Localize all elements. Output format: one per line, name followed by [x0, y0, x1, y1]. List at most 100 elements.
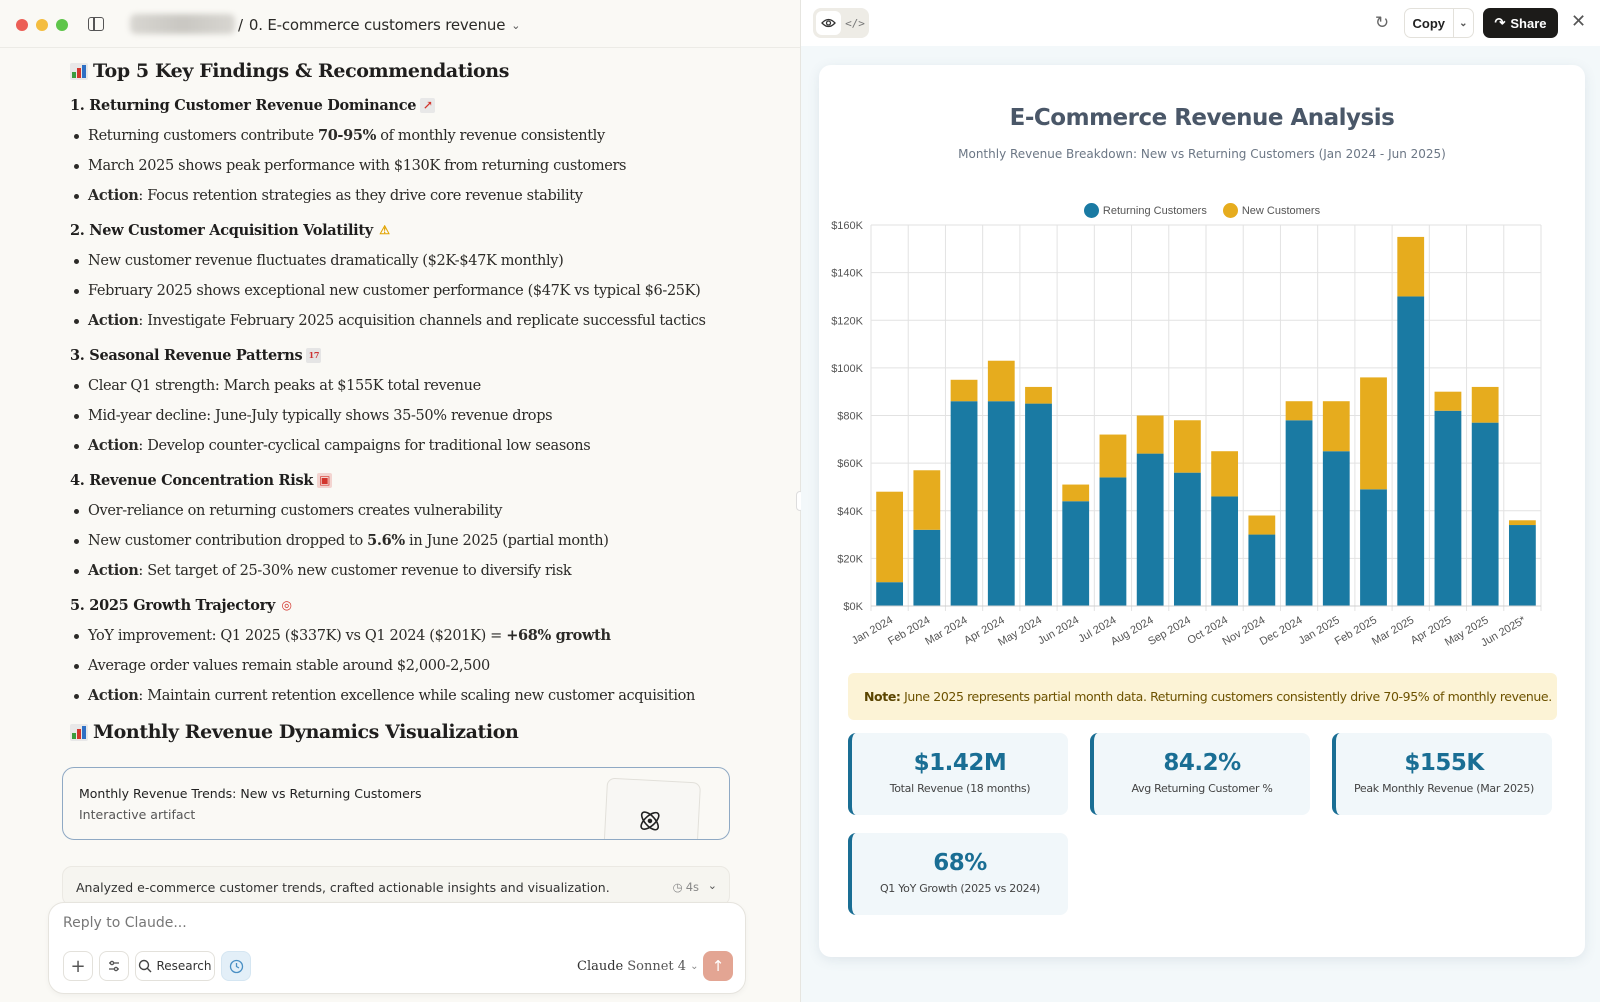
x-tick-label: Mar 2024 [923, 614, 969, 648]
maximize-window-button[interactable] [56, 19, 68, 31]
project-name-redacted[interactable] [130, 14, 235, 34]
bar-returning [913, 529, 941, 606]
list-item: Returning customers contribute 70-95% of… [70, 121, 720, 151]
title-bar: / 0. E-commerce customers revenue ⌄ [0, 0, 800, 48]
y-tick-label: $80K [837, 411, 863, 423]
y-tick-label: $20K [837, 553, 863, 565]
chevron-down-icon[interactable]: ⌄ [707, 879, 717, 892]
eye-icon [821, 18, 836, 28]
finding-heading: 5. 2025 Growth Trajectory ◎ [70, 593, 720, 617]
siren-icon: ▣ [317, 472, 333, 488]
thinking-summary[interactable]: Analyzed e-commerce customer trends, cra… [62, 866, 730, 906]
list-item: Average order values remain stable aroun… [70, 651, 720, 681]
conversation-title-menu[interactable]: / 0. E-commerce customers revenue ⌄ [238, 16, 520, 34]
close-icon: ✕ [1571, 11, 1587, 31]
artifact-toolbar: </> ↻ Copy ⌄ ↷ Share ✕ [801, 0, 1600, 46]
bar-returning [1248, 534, 1276, 606]
list-item: Over-reliance on returning customers cre… [70, 496, 720, 526]
bar-returning [1508, 525, 1536, 606]
bar-new [876, 491, 904, 583]
tools-button[interactable] [99, 951, 129, 981]
list-item: New customer contribution dropped to 5.6… [70, 526, 720, 556]
code-tab[interactable]: </> [843, 11, 867, 35]
bar-returning [1062, 501, 1090, 606]
bar-new [1434, 391, 1462, 411]
finding-heading: 2. New Customer Acquisition Volatility ⚠ [70, 218, 720, 242]
extended-thinking-toggle[interactable] [221, 951, 251, 981]
bar-chart-icon [70, 62, 88, 80]
code-icon: </> [845, 16, 865, 30]
conversation-title: 0. E-commerce customers revenue [248, 16, 506, 34]
list-item: New customer revenue fluctuates dramatic… [70, 246, 720, 276]
list-item: Action: Maintain current retention excel… [70, 681, 720, 711]
y-tick-label: $140K [831, 268, 863, 280]
legend-item-returning[interactable]: Returning Customers [1083, 203, 1207, 218]
bar-new [1136, 415, 1164, 454]
bar-new [1248, 515, 1276, 535]
chart-card: E-Commerce Revenue Analysis Monthly Reve… [819, 65, 1585, 957]
close-window-button[interactable] [16, 19, 28, 31]
send-button[interactable]: ↑ [703, 951, 733, 981]
stat-card-yoy-growth: 68% Q1 YoY Growth (2025 vs 2024) [848, 833, 1068, 915]
arrow-up-icon: ↑ [711, 957, 725, 975]
target-icon: ◎ [281, 597, 292, 612]
chat-pane: / 0. E-commerce customers revenue ⌄ Top … [0, 0, 800, 994]
bar-returning [1025, 403, 1052, 606]
viz-heading: Monthly Revenue Dynamics Visualization [70, 717, 720, 747]
x-tick-label: Sep 2024 [1146, 614, 1193, 648]
copy-options-dropdown[interactable]: ⌄ [1459, 17, 1468, 29]
bar-returning [1434, 410, 1462, 606]
list-item: Mid-year decline: June-July typically sh… [70, 401, 720, 431]
summary-text: Analyzed e-commerce customer trends, cra… [76, 880, 610, 895]
list-item: Action: Focus retention strategies as th… [70, 181, 720, 211]
sliders-icon [109, 960, 119, 972]
bar-new [1173, 420, 1201, 473]
bar-returning [987, 401, 1015, 606]
model-selector[interactable]: Claude Sonnet 4 ⌄ [577, 959, 699, 974]
bar-returning [1136, 453, 1164, 606]
chart-legend: Returning Customers New Customers [819, 203, 1585, 218]
minimize-window-button[interactable] [36, 19, 48, 31]
refresh-button[interactable]: ↻ [1371, 12, 1393, 34]
bar-returning [1471, 422, 1499, 606]
research-button[interactable]: Research [135, 951, 215, 981]
finding-heading: 4. Revenue Concentration Risk ▣ [70, 471, 333, 489]
close-artifact-button[interactable]: ✕ [1571, 11, 1586, 32]
finding-heading: 1. Returning Customer Revenue Dominance ↗ [70, 93, 720, 117]
bar-new [987, 360, 1015, 402]
reply-input[interactable] [63, 915, 663, 931]
stat-label: Avg Returning Customer % [1131, 782, 1273, 795]
artifact-card[interactable]: Monthly Revenue Trends: New vs Returning… [62, 767, 730, 840]
warning-icon: ⚠ [379, 222, 390, 237]
bar-returning [1173, 472, 1201, 606]
finding-bullets: Clear Q1 strength: March peaks at $155K … [70, 371, 720, 461]
list-item: March 2025 shows peak performance with $… [70, 151, 720, 181]
refresh-icon: ↻ [1374, 13, 1390, 32]
findings-heading: Top 5 Key Findings & Recommendations [70, 56, 720, 86]
stat-label: Peak Monthly Revenue (Mar 2025) [1353, 782, 1535, 795]
x-tick-label: Mar 2025 [1370, 614, 1416, 648]
list-item: Clear Q1 strength: March peaks at $155K … [70, 371, 720, 401]
preview-tab[interactable] [816, 11, 841, 35]
bar-new [1285, 401, 1313, 421]
list-item: Action: Set target of 25-30% new custome… [70, 556, 720, 586]
bar-new [1360, 377, 1387, 490]
bar-new [1025, 386, 1052, 404]
copy-button[interactable]: Copy [1405, 9, 1454, 37]
legend-swatch [1222, 203, 1238, 218]
artifact-thumbnail [602, 777, 702, 839]
bar-returning [1397, 296, 1425, 606]
atom-icon [640, 811, 660, 831]
clock-icon: ◷ [672, 880, 683, 894]
artifact-pane: </> ↻ Copy ⌄ ↷ Share ✕ E-Commerce Revenu… [801, 0, 1600, 1002]
bar-new [913, 470, 941, 530]
finding-heading: 3. Seasonal Revenue Patterns 17 [70, 343, 720, 367]
add-attachment-button[interactable]: + [63, 951, 93, 981]
list-item: Action: Develop counter-cyclical campaig… [70, 431, 720, 461]
legend-item-new[interactable]: New Customers [1222, 203, 1320, 218]
share-button[interactable]: ↷ Share [1483, 8, 1558, 38]
sidebar-toggle-icon[interactable] [88, 17, 104, 31]
y-tick-label: $120K [831, 315, 863, 327]
search-icon [139, 959, 152, 973]
list-item: YoY improvement: Q1 2025 ($337K) vs Q1 2… [70, 621, 720, 651]
